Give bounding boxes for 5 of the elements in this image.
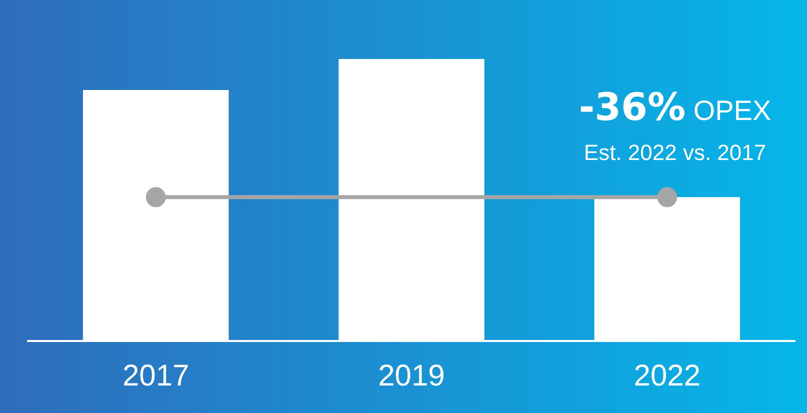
annotation: -36% OPEX bbox=[578, 85, 772, 129]
x-tick-label: 2019 bbox=[378, 359, 445, 392]
x-tick-label: 2022 bbox=[634, 359, 701, 392]
x-tick-label: 2017 bbox=[122, 359, 190, 392]
annotation: Est. 2022 vs. 2017 bbox=[584, 140, 766, 165]
